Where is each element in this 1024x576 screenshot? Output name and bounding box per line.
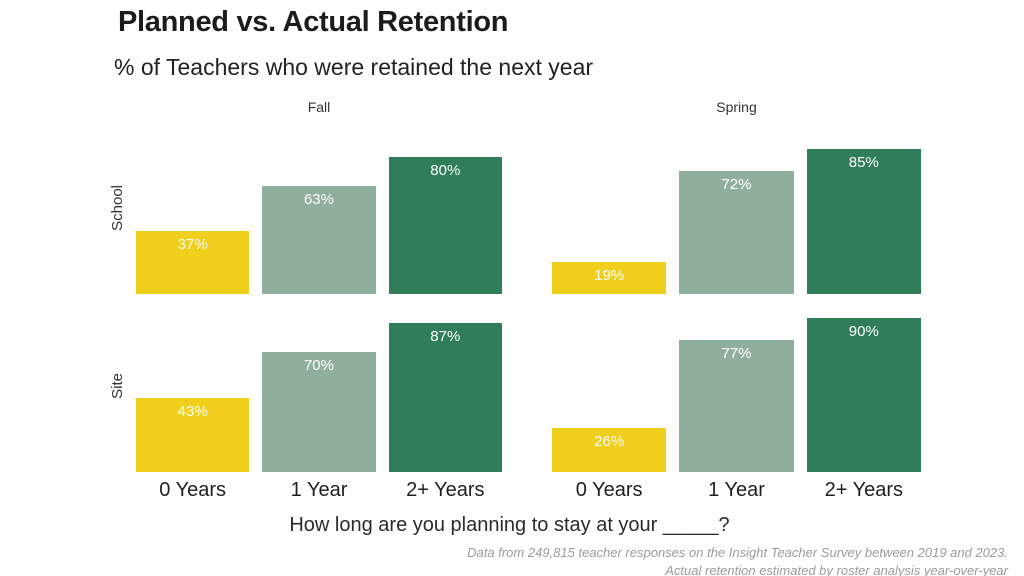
panel-site-spring: 26% 77% 90% <box>552 300 921 472</box>
bar-value-label: 85% <box>848 154 879 171</box>
x-tick-2-plus-years: 2+ Years <box>406 479 485 501</box>
footnote-line-2: Actual retention estimated by roster ana… <box>665 563 1008 576</box>
x-labels-fall: 0 Years 1 Year 2+ Years <box>136 479 502 502</box>
bar-value-label: 37% <box>177 236 208 253</box>
facet-label-site: Site <box>108 373 126 399</box>
bar-value-label: 80% <box>430 162 461 179</box>
bar-value-label: 77% <box>721 345 752 362</box>
page-subtitle: % of Teachers who were retained the next… <box>114 54 594 80</box>
bar-value-label: 43% <box>177 403 208 420</box>
x-tick-2-plus-years: 2+ Years <box>824 479 904 501</box>
bar-value-label: 70% <box>303 357 334 374</box>
facet-column-headers: Fall Spring <box>98 99 921 120</box>
bar-0-years: 26% <box>552 428 667 472</box>
bar-2-years: 87% <box>388 323 502 472</box>
bar-0-years: 37% <box>136 231 250 294</box>
x-tick-0-years: 0 Years <box>575 479 643 501</box>
bar-1-year: 63% <box>262 186 376 294</box>
bar-1-year: 70% <box>262 352 376 472</box>
bar-value-label: 90% <box>848 323 879 340</box>
page-title: Planned vs. Actual Retention <box>118 6 509 38</box>
panel-school-fall: 37% 63% 80% <box>136 122 502 294</box>
bar-2-years: 80% <box>388 157 502 294</box>
bar-value-label: 26% <box>594 433 625 450</box>
facet-row-school: School 37% 63% 80% 19% 72% 85% <box>98 122 921 294</box>
retention-bar-chart: Fall Spring School 37% 63% 80% 19% 72% 85% S… <box>98 99 921 537</box>
bar-0-years: 19% <box>552 262 667 294</box>
facet-header-spring: Spring <box>716 99 757 115</box>
data-source-footnote: Data from 249,815 teacher responses on t… <box>0 544 1024 576</box>
bar-value-label: 19% <box>594 267 625 284</box>
facet-header-fall: Fall <box>307 99 331 115</box>
facet-row-site: Site 43% 70% 87% 26% 77% 90% <box>98 300 921 472</box>
bar-value-label: 87% <box>430 328 461 345</box>
bar-1-year: 77% <box>679 340 794 472</box>
bar-2-years: 90% <box>806 318 921 472</box>
bar-0-years: 43% <box>136 398 250 472</box>
x-axis-tick-labels: 0 Years 1 Year 2+ Years 0 Years 1 Year 2… <box>98 479 921 502</box>
panel-site-fall: 43% 70% 87% <box>136 300 502 472</box>
x-tick-0-years: 0 Years <box>159 479 227 501</box>
x-axis-title: How long are you planning to stay at you… <box>289 514 730 536</box>
x-tick-1-year: 1 Year <box>290 479 348 501</box>
x-labels-spring: 0 Years 1 Year 2+ Years <box>552 479 921 502</box>
facet-label-school: School <box>108 185 126 231</box>
x-tick-1-year: 1 Year <box>708 479 765 501</box>
bar-value-label: 63% <box>303 191 334 208</box>
bar-value-label: 72% <box>721 176 752 193</box>
panel-school-spring: 19% 72% 85% <box>552 122 921 294</box>
bar-2-years: 85% <box>806 149 921 294</box>
bar-1-year: 72% <box>679 171 794 294</box>
footnote-line-1: Data from 249,815 teacher responses on t… <box>467 545 1008 560</box>
